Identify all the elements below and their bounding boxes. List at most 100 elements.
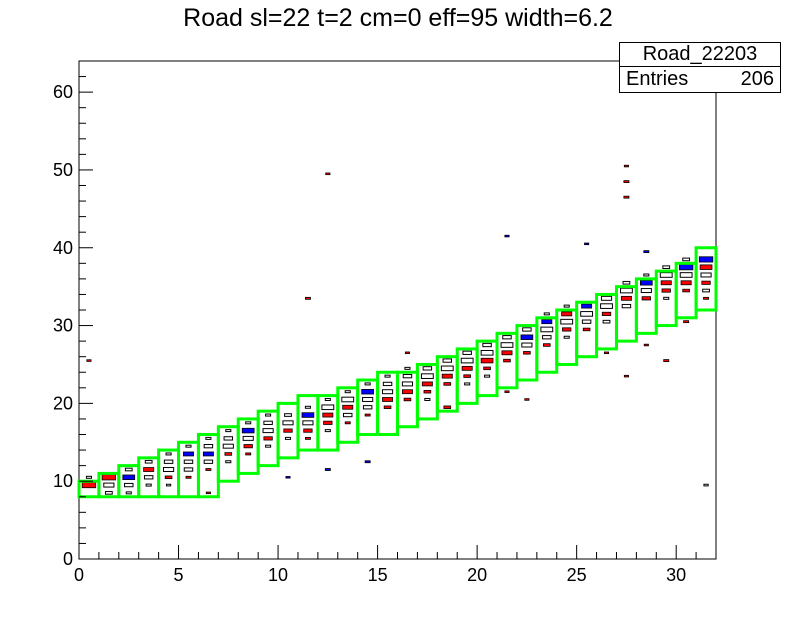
data-cell bbox=[622, 280, 631, 285]
data-cell bbox=[282, 420, 294, 426]
x-tick-label: 20 bbox=[467, 565, 487, 585]
road-box bbox=[555, 308, 579, 366]
data-cell bbox=[501, 350, 513, 356]
road-box bbox=[694, 246, 718, 312]
data-cell bbox=[85, 475, 92, 479]
data-cell bbox=[165, 452, 172, 456]
plot-frame bbox=[78, 60, 717, 560]
data-cell bbox=[344, 390, 351, 394]
stats-entries-value: 206 bbox=[740, 68, 774, 90]
data-cell bbox=[623, 180, 630, 184]
data-cell bbox=[659, 272, 673, 278]
data-cell bbox=[682, 257, 691, 262]
data-cell bbox=[581, 303, 593, 309]
data-cell bbox=[663, 359, 670, 362]
data-cell bbox=[463, 374, 471, 378]
data-cell bbox=[641, 296, 651, 301]
data-cell bbox=[623, 195, 630, 199]
data-cell bbox=[662, 265, 671, 270]
x-tick-label: 15 bbox=[368, 565, 388, 585]
y-tick-label: 20 bbox=[53, 393, 73, 413]
data-cell bbox=[661, 288, 671, 293]
x-tick-label: 30 bbox=[666, 565, 686, 585]
data-cell bbox=[703, 483, 709, 487]
data-cell bbox=[521, 342, 533, 348]
data-cell bbox=[424, 397, 431, 401]
y-tick-label: 60 bbox=[53, 82, 73, 102]
data-cell bbox=[164, 475, 173, 480]
data-cell bbox=[643, 250, 650, 254]
data-cell bbox=[165, 483, 172, 487]
stats-entries-row: Entries 206 bbox=[620, 67, 780, 92]
data-cell bbox=[322, 412, 334, 418]
data-cell bbox=[663, 296, 670, 300]
data-cell bbox=[304, 296, 311, 300]
data-cell bbox=[341, 396, 355, 403]
data-cell bbox=[284, 436, 292, 440]
x-tick-label: 10 bbox=[268, 565, 288, 585]
data-cell bbox=[205, 436, 212, 440]
data-cell bbox=[563, 304, 570, 308]
data-cell bbox=[101, 474, 117, 481]
data-cell bbox=[580, 311, 594, 317]
data-cell bbox=[225, 429, 232, 433]
data-cell bbox=[440, 365, 454, 372]
data-cell bbox=[265, 444, 272, 448]
data-cell bbox=[698, 256, 714, 263]
data-cell bbox=[640, 280, 653, 286]
data-cell bbox=[701, 280, 711, 285]
data-cell bbox=[543, 343, 551, 347]
data-cell bbox=[682, 288, 690, 293]
y-tick-label: 50 bbox=[53, 160, 73, 180]
data-cell bbox=[602, 319, 611, 324]
data-cell bbox=[124, 482, 134, 488]
data-cell bbox=[364, 382, 371, 386]
data-cell bbox=[242, 435, 254, 441]
data-cell bbox=[325, 172, 331, 176]
data-cell bbox=[560, 318, 574, 325]
data-cell bbox=[524, 398, 530, 401]
data-cell bbox=[284, 413, 292, 417]
data-cell bbox=[460, 357, 474, 364]
y-tick-label: 0 bbox=[63, 549, 73, 569]
data-cell bbox=[263, 420, 273, 425]
data-cell bbox=[362, 397, 374, 402]
data-cell bbox=[81, 482, 97, 489]
data-cell bbox=[442, 358, 452, 363]
data-cell bbox=[702, 288, 710, 293]
data-cell bbox=[699, 264, 713, 270]
data-cell bbox=[700, 272, 712, 278]
data-cell bbox=[285, 476, 291, 479]
data-cell bbox=[461, 365, 473, 371]
data-cell bbox=[342, 404, 354, 410]
data-cell bbox=[404, 366, 411, 370]
road-box bbox=[614, 285, 638, 343]
data-cell bbox=[304, 405, 311, 409]
data-cell bbox=[621, 303, 632, 309]
data-cell bbox=[125, 491, 132, 495]
data-cell bbox=[563, 335, 570, 339]
data-cell bbox=[619, 287, 633, 294]
stats-name: Road_22203 bbox=[620, 43, 780, 67]
road-box bbox=[376, 370, 399, 436]
data-cell bbox=[543, 312, 550, 316]
data-cell bbox=[660, 280, 672, 286]
data-cell bbox=[364, 460, 371, 464]
y-tick-label: 30 bbox=[53, 316, 73, 336]
data-cell bbox=[203, 459, 214, 464]
data-cell bbox=[581, 319, 592, 324]
data-cell bbox=[301, 412, 315, 418]
data-cell bbox=[541, 319, 553, 325]
data-cell bbox=[678, 264, 694, 271]
data-cell bbox=[122, 474, 136, 481]
road-box bbox=[356, 378, 380, 436]
data-cell bbox=[562, 327, 572, 332]
data-cell bbox=[482, 342, 492, 348]
data-cell bbox=[623, 164, 629, 168]
road-box bbox=[177, 440, 200, 499]
chart-title: Road sl=22 t=2 cm=0 eff=95 width=6.2 bbox=[183, 4, 613, 32]
data-cell bbox=[604, 351, 610, 355]
data-cell bbox=[203, 444, 214, 449]
data-cell bbox=[504, 234, 510, 238]
data-cell bbox=[421, 381, 433, 387]
